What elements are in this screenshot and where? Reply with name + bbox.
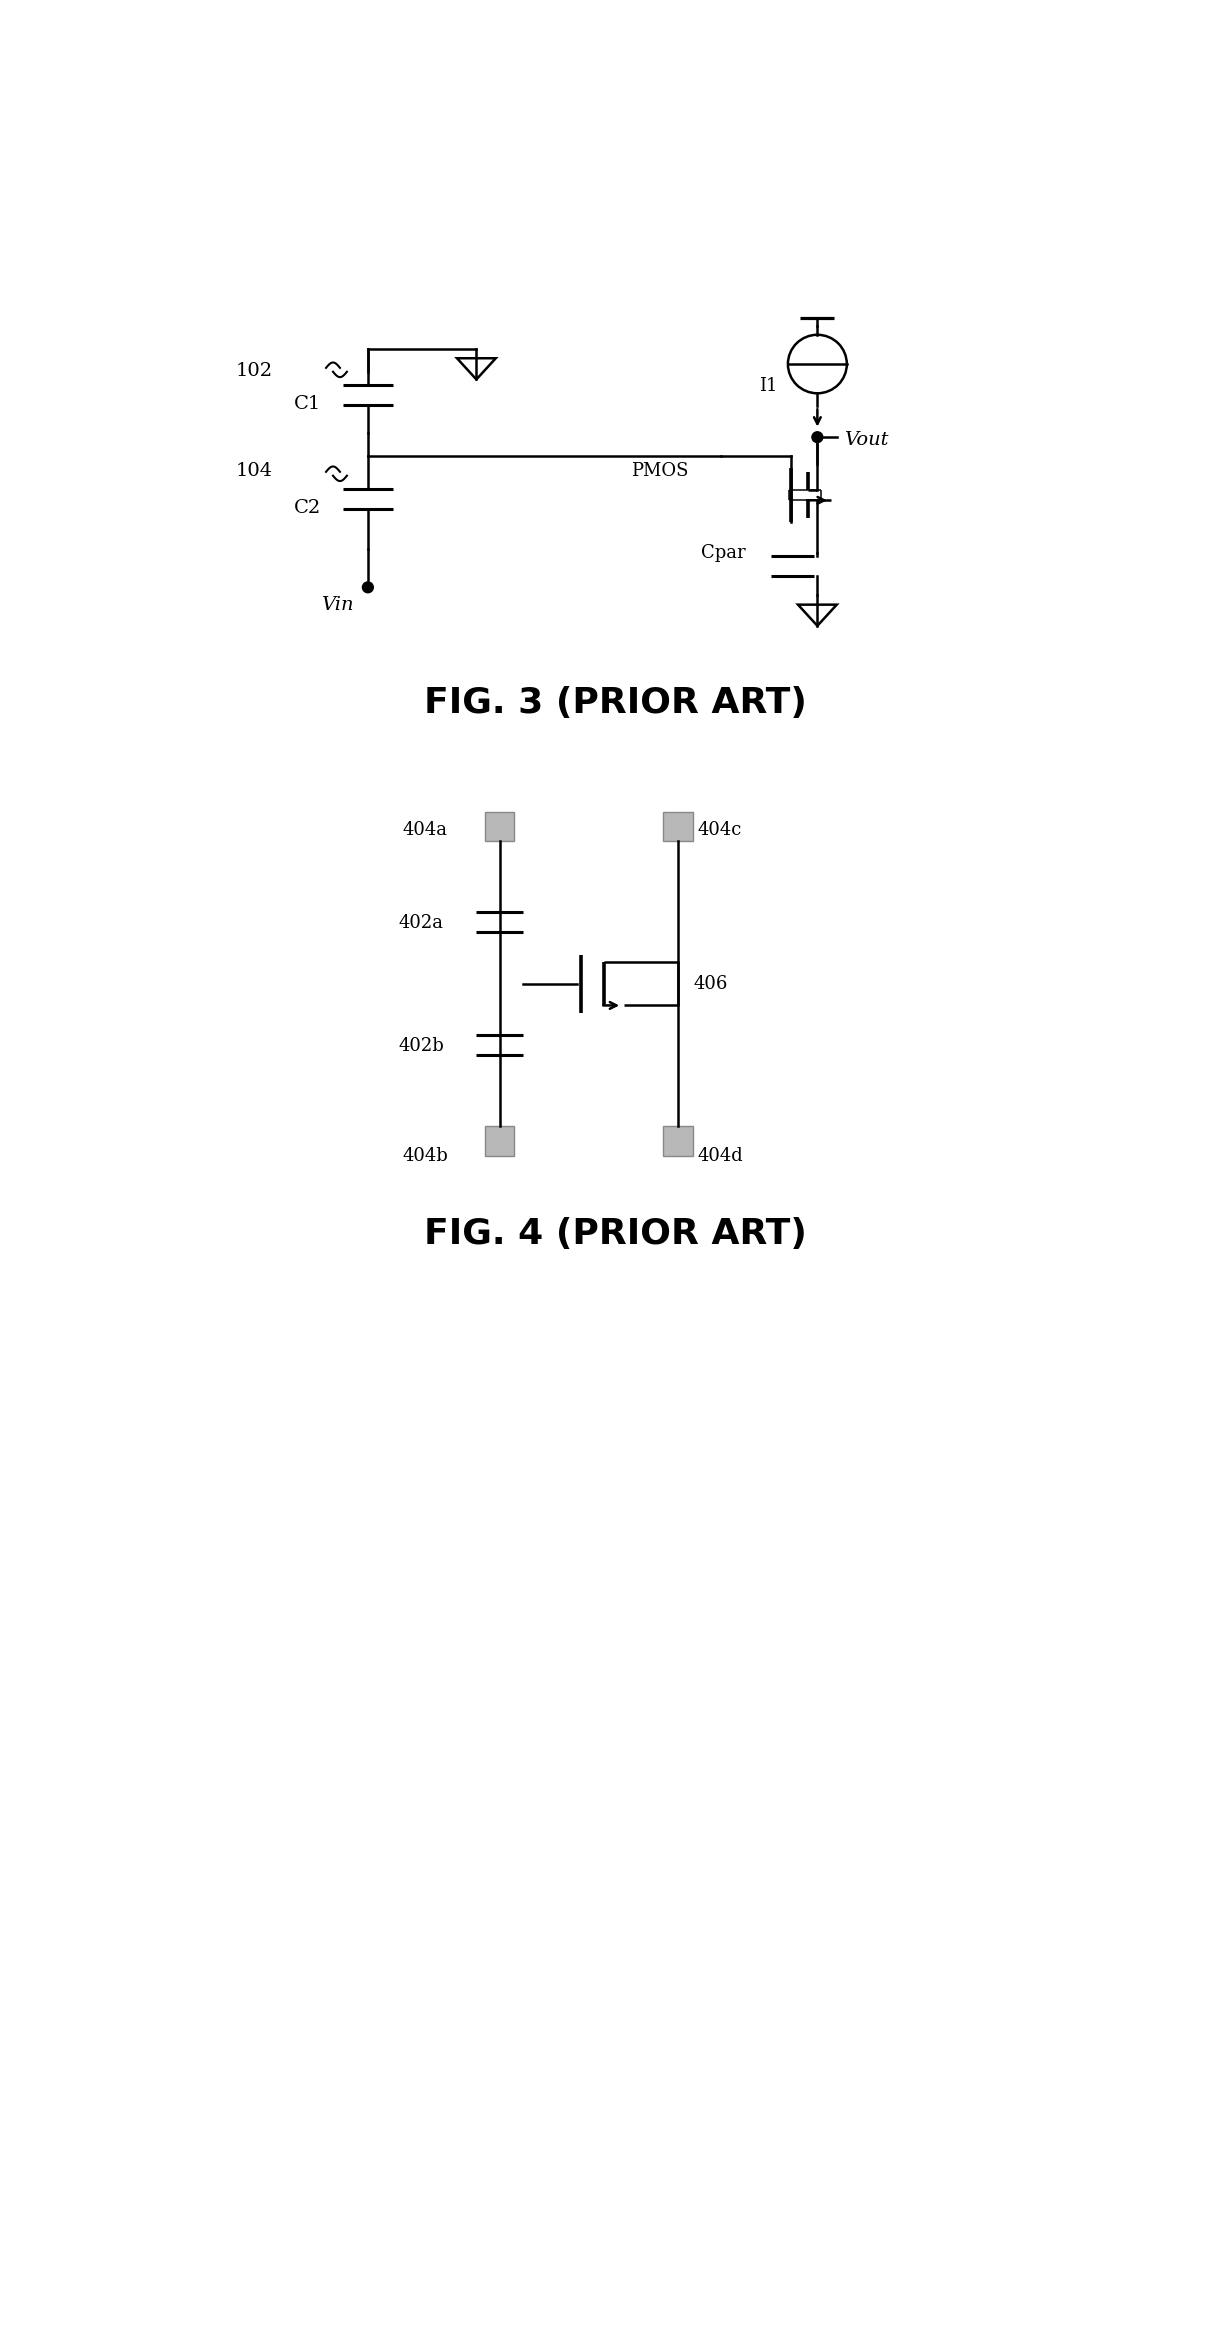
- Text: 404b: 404b: [403, 1148, 449, 1164]
- Text: 402a: 402a: [398, 913, 444, 932]
- Bar: [663, 812, 693, 843]
- Bar: [485, 1127, 514, 1155]
- Bar: [485, 812, 514, 843]
- Circle shape: [362, 582, 373, 594]
- Text: I1: I1: [759, 378, 777, 394]
- Text: FIG. 3 (PRIOR ART): FIG. 3 (PRIOR ART): [425, 685, 807, 721]
- Text: 404c: 404c: [698, 821, 741, 840]
- Text: 104: 104: [237, 462, 273, 479]
- Bar: [663, 1127, 693, 1155]
- Text: 102: 102: [237, 361, 273, 380]
- Text: 402b: 402b: [398, 1037, 444, 1054]
- Text: Vout: Vout: [845, 432, 890, 448]
- Text: PMOS: PMOS: [631, 462, 689, 479]
- Text: 404a: 404a: [403, 821, 448, 840]
- Circle shape: [812, 432, 823, 444]
- Text: 406: 406: [693, 976, 728, 993]
- Text: C1: C1: [295, 394, 321, 413]
- Text: 404d: 404d: [698, 1148, 744, 1164]
- Text: Vin: Vin: [321, 596, 354, 615]
- Text: C2: C2: [295, 498, 321, 516]
- Text: FIG. 4 (PRIOR ART): FIG. 4 (PRIOR ART): [425, 1218, 807, 1251]
- Text: Cpar: Cpar: [701, 545, 746, 561]
